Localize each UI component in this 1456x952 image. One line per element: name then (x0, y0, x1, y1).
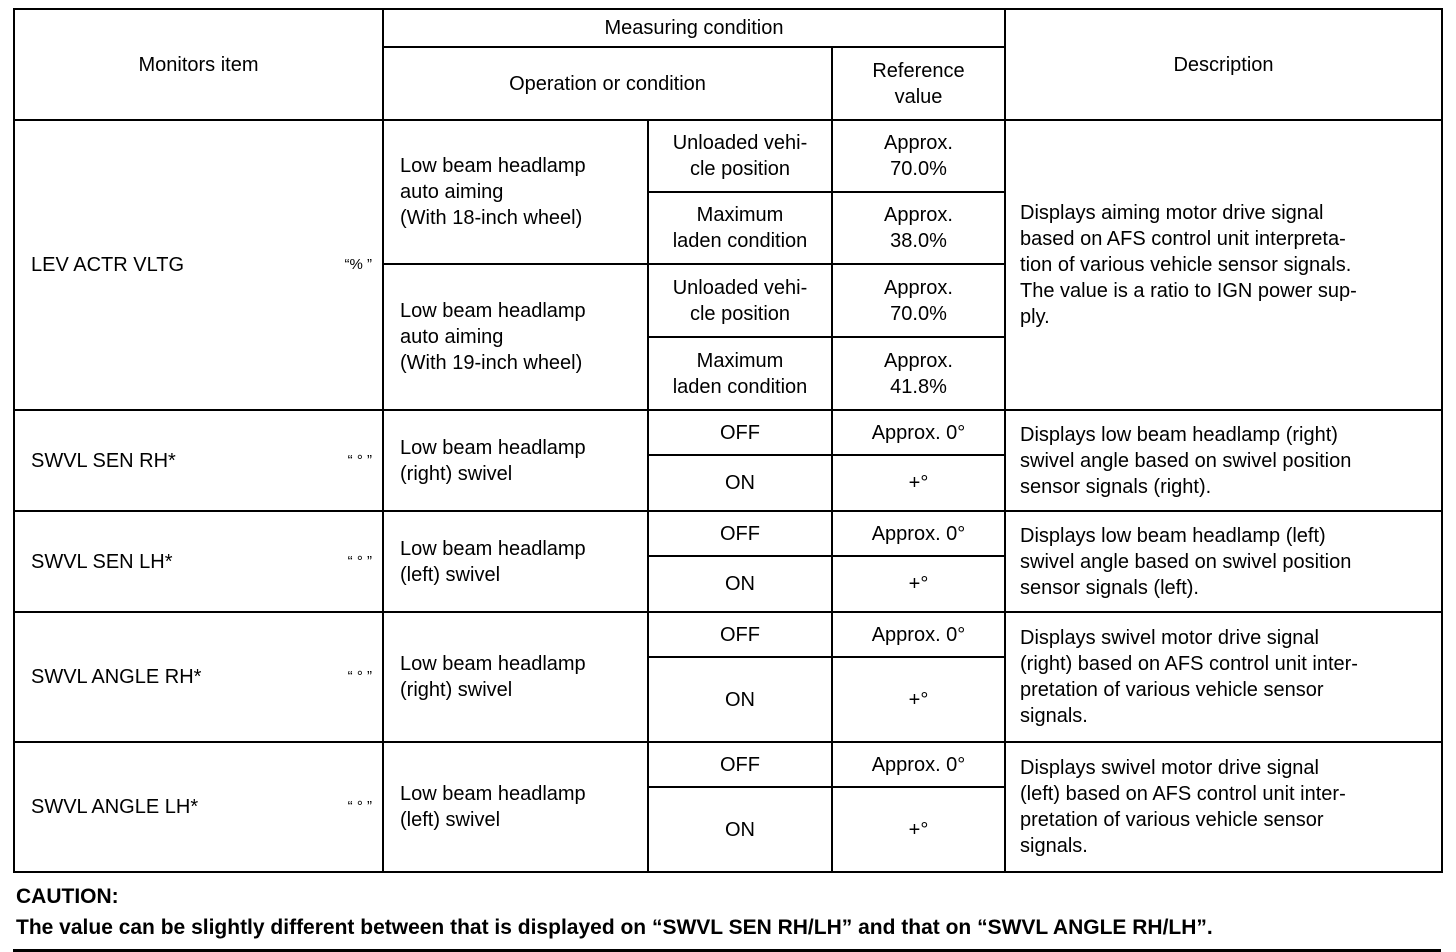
cell-reference: Approx. 0° (830, 510, 1007, 557)
table-row: SWVL ANGLE LH* “ ° ” Low beam headlamp (… (13, 741, 1444, 873)
monitor-item-unit: “% ” (344, 256, 373, 274)
cell-operation: Low beam headlamp (left) swivel (382, 510, 649, 613)
cell-operation: Low beam headlamp (right) swivel (382, 409, 649, 512)
cell-condition: Unloaded vehi- cle position (647, 119, 833, 193)
cell-description: Displays low beam headlamp (left) swivel… (1004, 510, 1444, 613)
monitor-item-wrap: SWVL ANGLE LH* “ ° ” (15, 794, 382, 820)
caution-text: The value can be slightly different betw… (16, 916, 1213, 939)
cell-monitor-item: SWVL ANGLE LH* “ ° ” (13, 741, 384, 873)
cell-reference: Approx. 70.0% (830, 119, 1007, 193)
caution-label: CAUTION: (16, 885, 119, 908)
table-row: ON +° (14, 786, 1442, 873)
cell-condition: OFF (647, 409, 833, 456)
monitor-spec-table: Monitors item Measuring condition Descri… (13, 8, 1444, 873)
monitor-item-name: LEV ACTR VLTG (31, 254, 185, 276)
cell-monitor-item: SWVL SEN RH* “ ° ” (13, 409, 384, 512)
header-reference-value: Reference value (830, 46, 1007, 121)
cell-condition: Maximum laden condition (647, 336, 833, 411)
table-row: ON +° (14, 656, 1442, 743)
cell-condition: OFF (647, 510, 833, 557)
table-row: ON +° (14, 454, 1442, 512)
cell-monitor-item: SWVL ANGLE RH* “ ° ” (13, 611, 384, 743)
cell-reference: +° (830, 555, 1007, 613)
monitor-item-wrap: LEV ACTR VLTG “% ” (15, 252, 382, 278)
cell-description: Displays swivel motor drive signal (left… (1004, 741, 1444, 873)
monitor-item-unit: “ ° ” (347, 552, 372, 570)
cell-condition: ON (647, 555, 833, 613)
cell-condition: ON (647, 656, 833, 743)
monitor-item-name: SWVL ANGLE LH* (31, 796, 199, 818)
cell-reference: Approx. 38.0% (830, 191, 1007, 265)
manual-page: Monitors item Measuring condition Descri… (0, 8, 1456, 952)
table-row: ON +° (14, 555, 1442, 613)
table-row: LEV ACTR VLTG “% ” Low beam headlamp aut… (13, 119, 1444, 411)
cell-description: Displays swivel motor drive signal (righ… (1004, 611, 1444, 743)
header-description: Description (1004, 8, 1444, 121)
cell-condition: ON (647, 454, 833, 512)
cell-operation: Low beam headlamp (left) swivel (382, 741, 649, 873)
monitor-item-name: SWVL ANGLE RH* (31, 666, 202, 688)
cell-condition: ON (647, 786, 833, 873)
monitor-item-name: SWVL SEN LH* (31, 550, 173, 573)
header-monitors-item: Monitors item (13, 8, 384, 121)
header-operation-or-condition: Operation or condition (382, 46, 833, 121)
caution-block: CAUTION: The value can be slightly diffe… (16, 885, 1456, 940)
monitor-item-wrap: SWVL SEN LH* “ ° ” (15, 549, 382, 575)
monitor-item-unit: “ ° ” (347, 451, 372, 469)
monitor-item-wrap: SWVL ANGLE RH* “ ° ” (15, 664, 382, 690)
table-row: Maximum laden condition Approx. 41.8% (14, 336, 1442, 411)
cell-reference: Approx. 41.8% (830, 336, 1007, 411)
cell-reference: +° (830, 786, 1007, 873)
cell-operation: Low beam headlamp (right) swivel (382, 611, 649, 743)
monitor-item-wrap: SWVL SEN RH* “ ° ” (15, 448, 382, 474)
header-measuring-condition: Measuring condition (381, 8, 1007, 48)
monitor-item-name: SWVL SEN RH* (31, 449, 176, 472)
cell-reference: +° (830, 656, 1007, 743)
cell-description: Displays low beam headlamp (right) swive… (1004, 409, 1444, 512)
header-row-top: Monitors item Measuring condition Descri… (13, 8, 1444, 121)
cell-operation: Low beam headlamp auto aiming (With 19-i… (382, 263, 649, 411)
table-row: Low beam headlamp auto aiming (With 19-i… (14, 263, 1442, 411)
table-row: SWVL SEN RH* “ ° ” Low beam headlamp (ri… (13, 409, 1444, 512)
cell-reference: Approx. 0° (830, 611, 1007, 658)
cell-reference: +° (830, 454, 1007, 512)
monitor-item-unit: “ ° ” (347, 668, 372, 686)
cell-monitor-item: LEV ACTR VLTG “% ” (13, 119, 384, 411)
cell-reference: Approx. 0° (830, 741, 1007, 788)
cell-description: Displays aiming motor drive signal based… (1004, 119, 1444, 411)
header-row-sub: Operation or condition Reference value (14, 46, 1442, 121)
cell-reference: Approx. 0° (830, 409, 1007, 456)
cell-condition: OFF (647, 611, 833, 658)
cell-condition: Maximum laden condition (647, 191, 833, 265)
table-row: Maximum laden condition Approx. 38.0% (14, 191, 1442, 265)
cell-reference: Approx. 70.0% (830, 263, 1007, 338)
cell-monitor-item: SWVL SEN LH* “ ° ” (13, 510, 384, 613)
table-row: SWVL ANGLE RH* “ ° ” Low beam headlamp (… (13, 611, 1444, 743)
monitor-item-unit: “ ° ” (347, 798, 372, 816)
cell-condition: OFF (647, 741, 833, 788)
table-row: SWVL SEN LH* “ ° ” Low beam headlamp (le… (13, 510, 1444, 613)
cell-condition: Unloaded vehi- cle position (647, 263, 833, 338)
cell-operation: Low beam headlamp auto aiming (With 18-i… (382, 119, 649, 265)
